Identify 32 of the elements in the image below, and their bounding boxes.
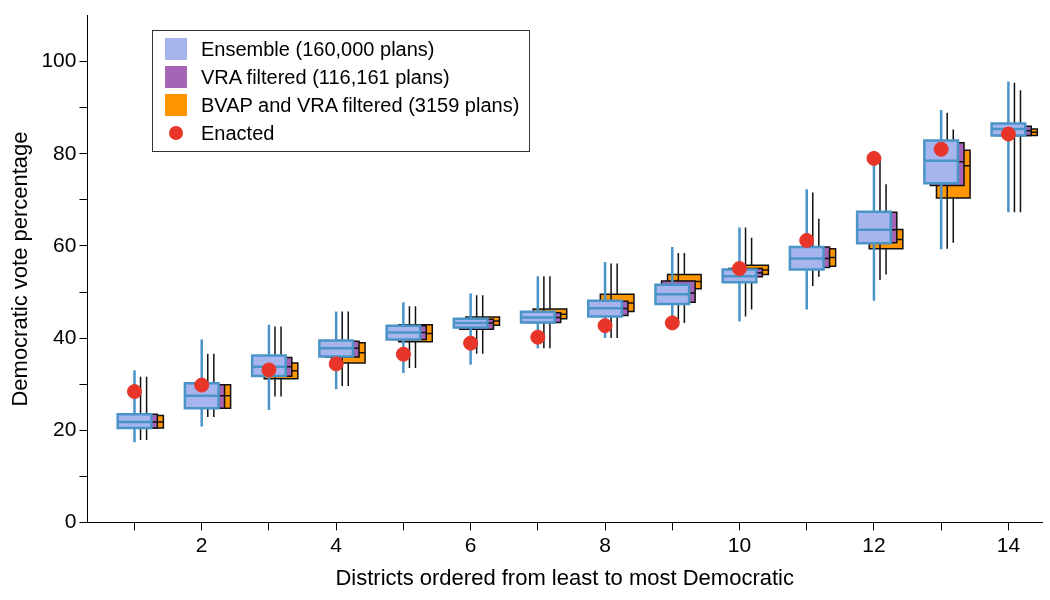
point: [1000, 126, 1016, 142]
y-tick-label: 100: [41, 48, 77, 72]
point: [732, 261, 747, 277]
x-tick-label: 10: [727, 532, 752, 556]
point: [866, 150, 882, 166]
legend-label: BVAP and VRA filtered (3159 plans): [201, 93, 520, 118]
y-tick-label: 0: [64, 509, 77, 533]
point: [463, 335, 479, 351]
point: [194, 377, 210, 393]
x-tick-label: 4: [330, 532, 343, 556]
x-tick-label: 6: [464, 532, 477, 556]
legend-label: Enacted: [201, 121, 275, 146]
x-tick-label: 12: [862, 532, 886, 556]
point: [126, 384, 142, 400]
x-tick-label: 8: [599, 532, 611, 556]
y-tick-label: 60: [53, 232, 77, 256]
x-tick-label: 2: [195, 532, 208, 556]
point: [664, 315, 680, 331]
y-tick-label: 20: [53, 417, 77, 441]
point: [799, 232, 815, 248]
legend-label: Ensemble (160,000 plans): [201, 37, 435, 62]
point: [530, 329, 546, 345]
point: [328, 356, 344, 372]
y-tick-label: 80: [53, 140, 77, 164]
y-axis-title: Democratic vote percentage: [7, 131, 33, 407]
x-axis-title: Districts ordered from least to most Democratic: [335, 564, 794, 590]
legend-label: VRA filtered (116,161 plans): [201, 65, 450, 90]
y-tick-label: 40: [53, 324, 77, 348]
point: [395, 346, 411, 362]
x-tick-label: 14: [996, 532, 1021, 556]
point: [597, 318, 613, 334]
point: [933, 141, 949, 157]
